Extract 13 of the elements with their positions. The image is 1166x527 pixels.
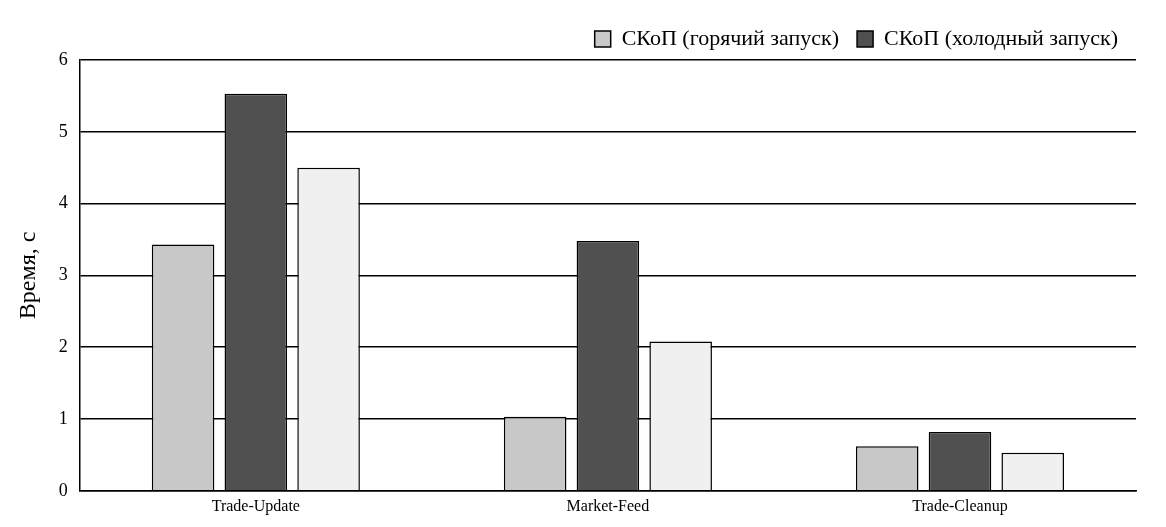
- legend-label: СКоП (холодный запуск): [884, 24, 1118, 50]
- y-tick-label: 0: [58, 479, 68, 500]
- y-tick-label: 5: [58, 120, 68, 141]
- y-axis-title: Время, с: [13, 231, 40, 320]
- y-tick-label: 1: [58, 407, 68, 428]
- x-tick-label: Trade-Update: [211, 496, 300, 515]
- y-tick-label: 2: [58, 335, 68, 356]
- legend-label: СКоП (горячий запуск): [621, 24, 840, 50]
- y-tick-label: 4: [58, 192, 68, 213]
- x-tick-label: Trade-Cleanup: [912, 496, 1008, 515]
- y-tick-label: 6: [58, 48, 68, 69]
- x-tick-label: Market-Feed: [566, 496, 650, 514]
- y-tick-label: 3: [58, 264, 68, 285]
